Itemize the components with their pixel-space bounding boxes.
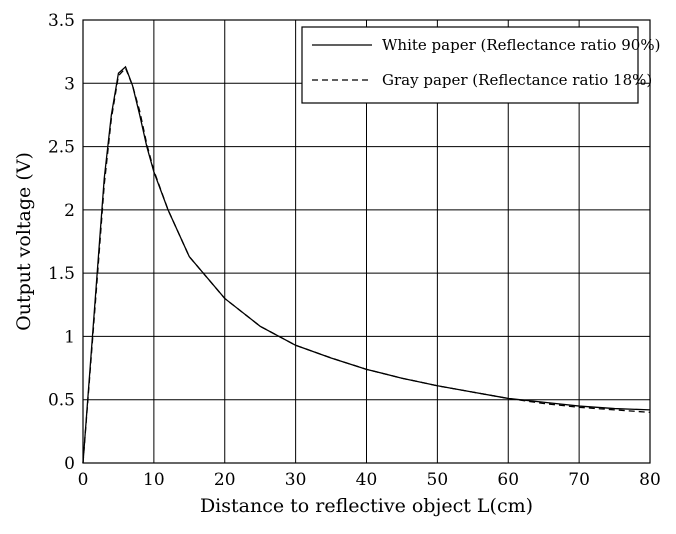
x-tick-label: 40 — [356, 470, 378, 490]
series-line-2 — [82, 66, 651, 464]
legend-label-2: Gray paper (Reflectance ratio 18%) — [382, 71, 652, 89]
y-axis-title: Output voltage (V) — [13, 152, 35, 331]
x-tick-label: 0 — [78, 470, 89, 490]
legend-label-1: White paper (Reflectance ratio 90%) — [382, 36, 660, 54]
tick-labels: 0 10 20 30 40 50 60 70 80 0 0.5 1 1.5 2 2.5 3 3.5 — [48, 11, 661, 490]
y-tick-label: 0.5 — [48, 391, 75, 411]
x-tick-label: 60 — [497, 470, 519, 490]
x-tick-label: 50 — [427, 470, 449, 490]
y-tick-label: 2 — [64, 201, 75, 221]
y-tick-label: 0 — [64, 454, 75, 474]
y-tick-label: 1 — [64, 327, 75, 347]
x-tick-label: 10 — [143, 470, 165, 490]
y-tick-label: 3.5 — [48, 11, 75, 31]
series-lines — [82, 65, 651, 464]
x-tick-label: 20 — [214, 470, 236, 490]
x-axis-title: Distance to reflective object L(cm) — [200, 495, 533, 517]
plot-frame — [82, 19, 651, 464]
legend: White paper (Reflectance ratio 90%) Gray … — [301, 26, 660, 104]
y-tick-label: 3 — [64, 74, 75, 94]
x-tick-label: 80 — [639, 470, 661, 490]
x-tick-label: 70 — [568, 470, 590, 490]
x-tick-label: 30 — [285, 470, 307, 490]
y-tick-label: 1.5 — [48, 264, 75, 284]
y-tick-label: 2.5 — [48, 138, 75, 158]
legend-box — [301, 26, 639, 104]
